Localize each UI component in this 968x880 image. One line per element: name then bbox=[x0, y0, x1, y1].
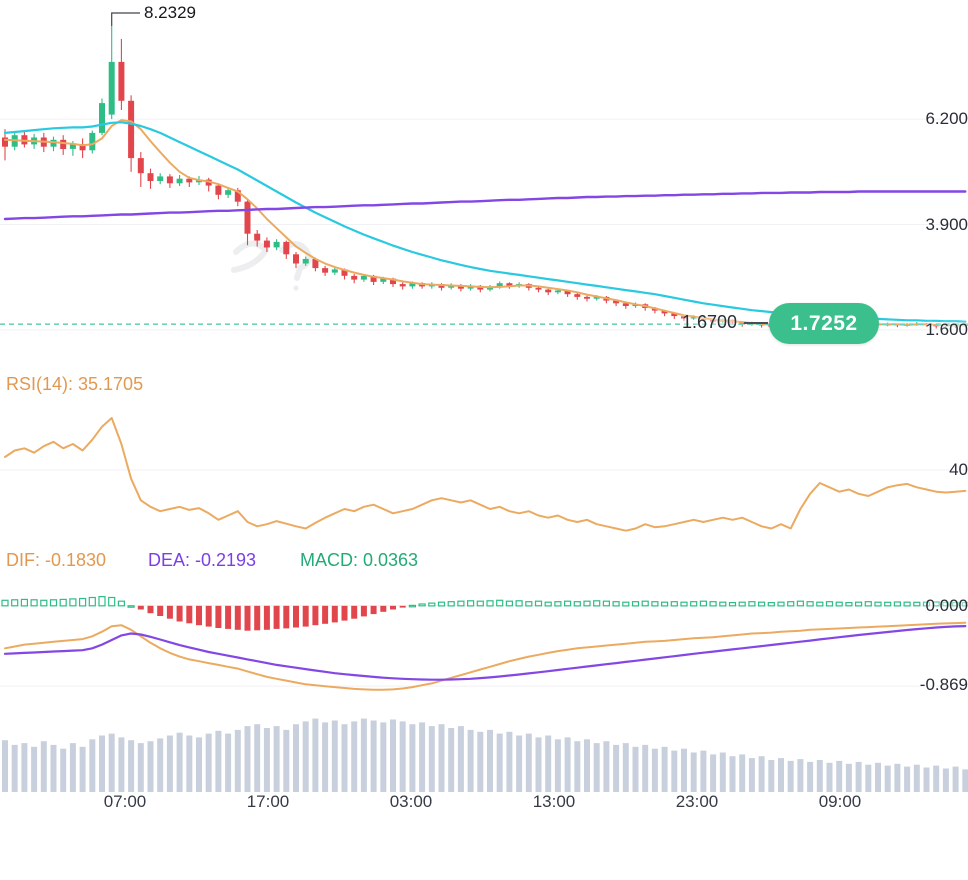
watermark bbox=[231, 240, 312, 291]
current-price-badge[interactable]: 1.7252 bbox=[769, 303, 879, 344]
dea-label: DEA: -0.2193 bbox=[148, 550, 257, 570]
price-axis-label-mid: 3.900 bbox=[925, 215, 968, 234]
rsi-indicator-label: RSI(14): 35.1705 bbox=[6, 374, 144, 394]
time-axis-label-0: 07:00 bbox=[103, 792, 147, 811]
macd-axis-label-low: -0.869 bbox=[919, 675, 968, 694]
peak-price-annotation: 8.2329 bbox=[144, 3, 196, 22]
price-connector-line bbox=[744, 322, 768, 324]
macd-axis-label-zero: 0.000 bbox=[925, 596, 968, 615]
last-price-label: 1.6700 bbox=[682, 312, 738, 332]
rsi-axis-label: 40 bbox=[949, 460, 968, 479]
price-axis-label-high: 6.200 bbox=[925, 109, 968, 128]
macd-label: MACD: 0.0363 bbox=[300, 550, 419, 570]
time-axis-label-1: 17:00 bbox=[246, 792, 290, 811]
time-axis-label-2: 03:00 bbox=[389, 792, 433, 811]
time-axis-label-5: 09:00 bbox=[818, 792, 862, 811]
dif-label: DIF: -0.1830 bbox=[6, 550, 107, 570]
time-axis-label-3: 13:00 bbox=[532, 792, 576, 811]
price-axis-label-low: 1.600 bbox=[925, 320, 968, 339]
time-axis-label-4: 23:00 bbox=[675, 792, 719, 811]
